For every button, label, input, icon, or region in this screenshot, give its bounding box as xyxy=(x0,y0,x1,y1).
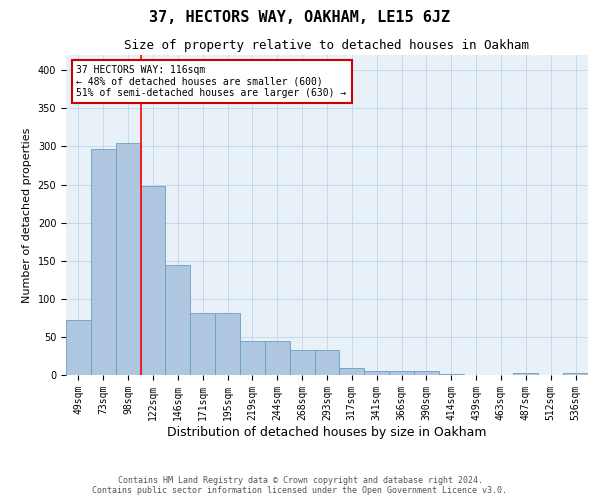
Bar xyxy=(166,266,190,375)
Bar xyxy=(563,372,588,375)
Bar xyxy=(215,312,240,375)
Y-axis label: Number of detached properties: Number of detached properties xyxy=(22,128,32,302)
Text: 37 HECTORS WAY: 116sqm
← 48% of detached houses are smaller (600)
51% of semi-de: 37 HECTORS WAY: 116sqm ← 48% of detached… xyxy=(76,64,347,98)
Bar xyxy=(240,340,265,375)
Bar xyxy=(91,148,116,375)
Text: Contains HM Land Registry data © Crown copyright and database right 2024.
Contai: Contains HM Land Registry data © Crown c… xyxy=(92,476,508,495)
X-axis label: Distribution of detached houses by size in Oakham: Distribution of detached houses by size … xyxy=(167,426,487,438)
Bar xyxy=(364,371,389,375)
Bar xyxy=(290,350,314,375)
Bar xyxy=(190,312,215,375)
Bar xyxy=(140,186,166,375)
Title: Size of property relative to detached houses in Oakham: Size of property relative to detached ho… xyxy=(125,40,530,52)
Bar xyxy=(314,350,340,375)
Bar xyxy=(340,368,364,375)
Bar xyxy=(389,371,414,375)
Bar xyxy=(514,372,538,375)
Bar xyxy=(265,340,290,375)
Bar xyxy=(439,374,464,375)
Bar xyxy=(116,144,140,375)
Text: 37, HECTORS WAY, OAKHAM, LE15 6JZ: 37, HECTORS WAY, OAKHAM, LE15 6JZ xyxy=(149,10,451,25)
Bar xyxy=(66,320,91,375)
Bar xyxy=(414,371,439,375)
